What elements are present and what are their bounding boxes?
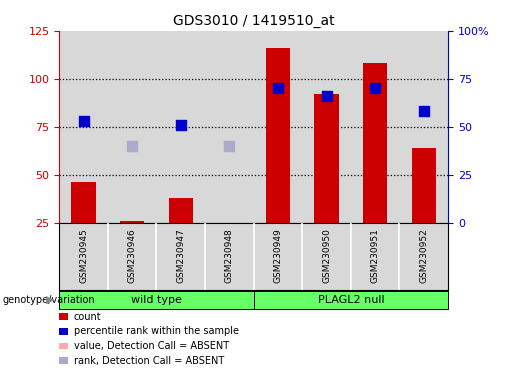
Text: GSM230947: GSM230947 [176,228,185,283]
Point [274,85,282,91]
Text: value, Detection Call = ABSENT: value, Detection Call = ABSENT [74,341,229,351]
Text: wild type: wild type [131,295,182,305]
Bar [120,221,144,223]
Text: count: count [74,312,101,322]
Text: ▶: ▶ [45,295,54,305]
Title: GDS3010 / 1419510_at: GDS3010 / 1419510_at [173,14,334,28]
Text: GSM230948: GSM230948 [225,228,234,283]
Bar [253,291,448,309]
Bar [168,198,193,223]
Text: genotype/variation: genotype/variation [3,295,95,305]
Bar [363,63,387,223]
Point [371,85,379,91]
Point [225,143,233,149]
Text: rank, Detection Call = ABSENT: rank, Detection Call = ABSENT [74,356,224,366]
Point [128,143,136,149]
Bar [72,182,96,223]
Point [322,93,331,99]
Point [79,118,88,124]
Text: GSM230946: GSM230946 [128,228,136,283]
Bar [411,148,436,223]
Text: GSM230951: GSM230951 [371,228,380,283]
Text: GSM230950: GSM230950 [322,228,331,283]
Bar [266,48,290,223]
Bar [314,94,339,223]
Text: GSM230945: GSM230945 [79,228,88,283]
Text: percentile rank within the sample: percentile rank within the sample [74,326,238,336]
Text: GSM230949: GSM230949 [273,228,282,283]
Text: GSM230952: GSM230952 [419,228,428,283]
Point [177,122,185,128]
Text: PLAGL2 null: PLAGL2 null [318,295,384,305]
Bar [59,291,253,309]
Point [420,108,428,114]
